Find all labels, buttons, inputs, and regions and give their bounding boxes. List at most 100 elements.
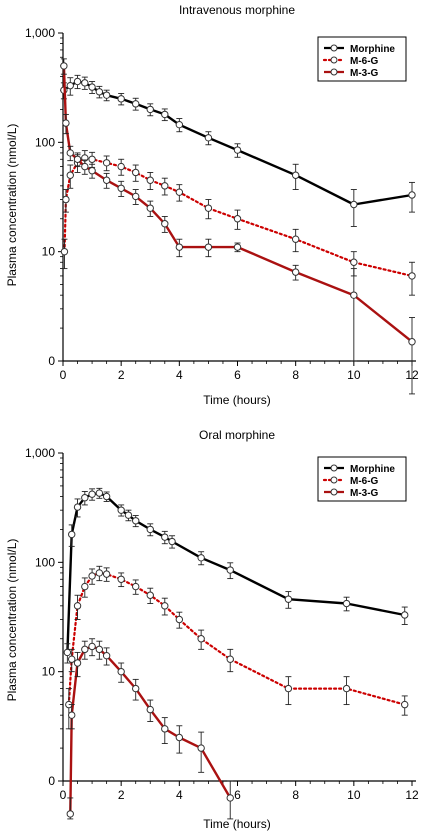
data-point (73, 503, 82, 511)
data-point (161, 182, 169, 190)
data-point (117, 575, 125, 583)
series-line (67, 571, 406, 706)
data-point (401, 611, 409, 619)
data-point (161, 110, 169, 119)
x-axis-title: Time (hours) (203, 817, 271, 831)
y-axis-title: Plasma concentration (nmol/L) (5, 539, 19, 702)
data-point (204, 204, 213, 212)
data-point (95, 489, 104, 497)
data-point (204, 134, 213, 142)
data-point (73, 77, 82, 86)
data-point (95, 645, 104, 654)
legend-label: Morphine (350, 44, 395, 55)
x-tick-label: 0 (60, 368, 67, 382)
y-tick-label: 100 (35, 135, 55, 149)
data-point (408, 272, 416, 280)
chart-title: Oral morphine (199, 428, 275, 442)
series-m-6-g (60, 150, 416, 296)
data-point (350, 258, 358, 266)
data-point (175, 615, 184, 624)
x-tick-label: 12 (405, 788, 419, 802)
chart-title: Intravenous morphine (179, 3, 295, 17)
legend-marker (330, 488, 338, 496)
y-tick-label: 10 (42, 245, 56, 259)
y-tick-label: 1,000 (25, 26, 55, 40)
y-tick-label: 100 (35, 555, 55, 569)
data-point (62, 195, 70, 204)
data-point (117, 506, 125, 514)
data-point (73, 602, 82, 610)
data-point (102, 651, 111, 660)
data-point (95, 569, 104, 577)
legend-marker (330, 44, 338, 52)
data-point (132, 582, 140, 591)
series-m-6-g (65, 565, 409, 730)
data-point (73, 659, 82, 667)
legend-marker (330, 56, 338, 64)
data-point (102, 176, 111, 184)
data-point (132, 100, 140, 108)
data-point (146, 204, 154, 212)
data-point (291, 268, 300, 276)
y-tick-label: 10 (42, 665, 56, 679)
legend-marker (330, 464, 338, 472)
chart-oral-morphine: Oral morphine Time (hours) Plasma concen… (5, 428, 419, 831)
data-point (102, 159, 111, 167)
data-point (204, 243, 213, 251)
x-tick-label: 8 (292, 788, 299, 802)
data-point (73, 155, 82, 163)
data-point (117, 184, 125, 192)
data-point (81, 645, 89, 654)
data-point (88, 83, 96, 91)
x-tick-label: 10 (347, 788, 361, 802)
data-point (66, 149, 74, 157)
data-point (81, 494, 89, 502)
x-tick-label: 2 (118, 368, 125, 382)
x-axis-title: Time (hours) (203, 393, 271, 407)
data-point (68, 530, 76, 539)
data-point (132, 517, 140, 525)
y-tick-label: 1,000 (25, 446, 55, 460)
data-point (88, 155, 96, 163)
data-point (132, 192, 140, 201)
x-tick-label: 4 (176, 368, 183, 382)
data-point (342, 684, 351, 693)
series-line (69, 645, 232, 814)
x-tick-label: 10 (347, 368, 361, 382)
data-point (102, 570, 111, 578)
data-point (233, 146, 242, 154)
legend-marker (330, 476, 338, 484)
x-tick-label: 6 (234, 788, 241, 802)
data-point (66, 171, 74, 179)
data-point (62, 119, 70, 127)
data-point (102, 91, 111, 99)
data-point (81, 162, 89, 171)
data-point (291, 171, 300, 179)
data-point (350, 291, 358, 299)
series-m-3-g (66, 638, 234, 820)
data-point (342, 599, 351, 608)
data-point (226, 566, 234, 574)
legend-marker (330, 68, 338, 76)
data-point (124, 511, 133, 519)
x-tick-label: 2 (118, 788, 125, 802)
data-point (95, 88, 104, 96)
data-point (81, 582, 89, 591)
data-point (161, 725, 169, 733)
legend-label: Morphine (350, 464, 395, 475)
data-point (401, 700, 409, 709)
data-point (226, 655, 234, 663)
data-point (66, 810, 74, 818)
legend-label: M-3-G (350, 68, 379, 79)
legend-label: M-3-G (350, 488, 379, 499)
data-point (350, 200, 358, 209)
data-point (81, 79, 89, 87)
data-point (197, 554, 205, 562)
data-point (102, 492, 111, 501)
data-point (146, 105, 154, 114)
series-morphine (63, 487, 409, 664)
data-point (226, 794, 234, 802)
series-morphine (60, 74, 416, 227)
data-point (68, 655, 76, 663)
